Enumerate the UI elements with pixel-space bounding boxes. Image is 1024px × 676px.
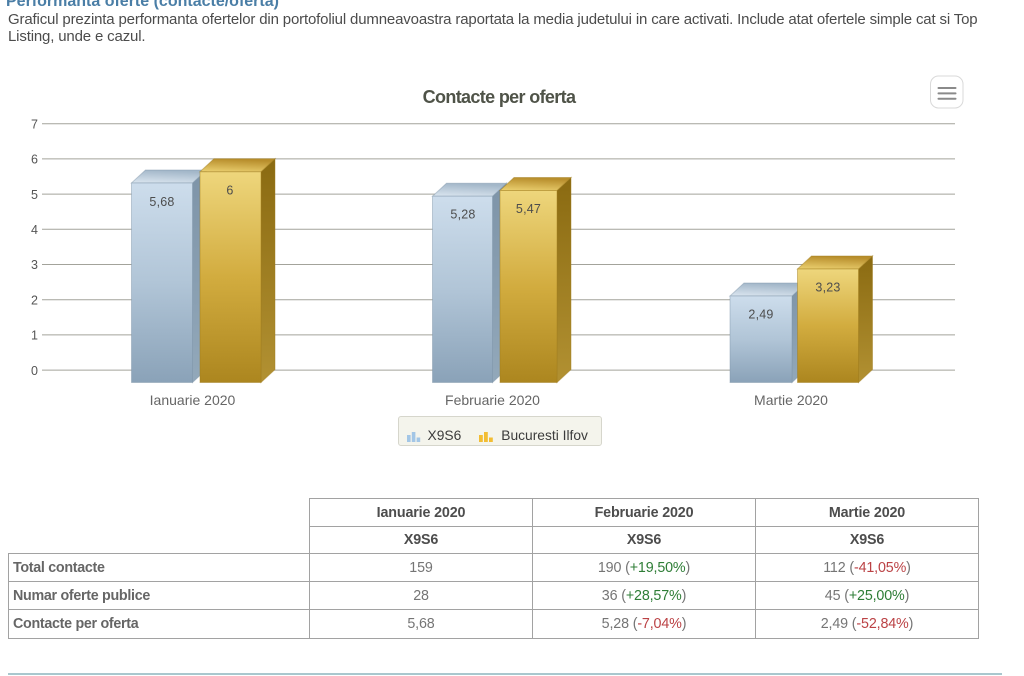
svg-text:Ianuarie 2020: Ianuarie 2020	[150, 392, 236, 408]
svg-text:2,49: 2,49	[748, 308, 773, 322]
svg-text:3: 3	[31, 258, 38, 272]
svg-text:6: 6	[31, 153, 38, 167]
svg-text:4: 4	[31, 223, 38, 237]
svg-text:5,47: 5,47	[516, 202, 541, 216]
svg-text:Contacte per oferta: Contacte per oferta	[423, 87, 577, 107]
svg-text:3,23: 3,23	[815, 281, 840, 295]
svg-text:Februarie 2020: Februarie 2020	[445, 392, 540, 408]
svg-text:5,28: 5,28	[450, 208, 475, 222]
svg-text:2: 2	[31, 293, 38, 307]
svg-text:5,68: 5,68	[149, 195, 174, 209]
svg-text:Martie 2020: Martie 2020	[754, 392, 828, 408]
svg-text:7: 7	[31, 117, 38, 131]
svg-text:1: 1	[31, 329, 38, 343]
svg-text:5: 5	[31, 188, 38, 202]
svg-text:6: 6	[226, 184, 233, 198]
svg-text:0: 0	[31, 364, 38, 378]
